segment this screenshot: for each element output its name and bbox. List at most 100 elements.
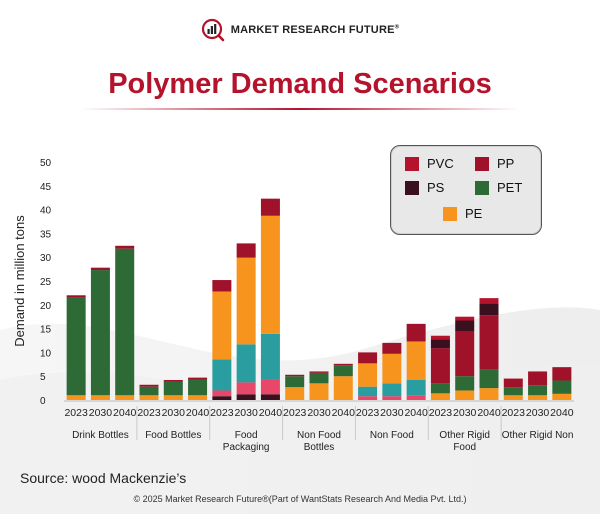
bar-segment-pet xyxy=(455,376,475,391)
bar-segment-pet xyxy=(66,297,86,396)
bar-segment-pp xyxy=(333,363,353,366)
bar-segment-pe xyxy=(285,387,305,400)
brand-header: MARKET RESEARCH FUTURE® xyxy=(0,18,600,47)
bar-segment-ps xyxy=(260,394,280,400)
bar-segment-pe xyxy=(406,341,426,381)
bar-segment-pink xyxy=(358,396,378,400)
x-category-label: Bottles xyxy=(304,442,335,453)
x-category-label: Food xyxy=(235,430,258,441)
bar-segment-pe xyxy=(90,395,110,400)
bar-segment-ps xyxy=(430,339,450,349)
x-tick-year: 2023 xyxy=(64,407,88,419)
x-tick-year: 2023 xyxy=(210,407,234,419)
bar-segment-teal xyxy=(382,383,402,397)
legend-item-pvc: PVC xyxy=(405,156,454,171)
x-category-label: Other Rigid Non xyxy=(502,430,574,441)
bar-segment-ps xyxy=(479,303,499,316)
bar-segment-teal xyxy=(212,359,232,391)
copyright-note: © 2025 Market Research Future®(Part of W… xyxy=(133,494,467,504)
legend-label-ps: PS xyxy=(427,180,445,195)
bar-segment-pe xyxy=(139,395,159,400)
bar-segment-pet xyxy=(309,372,329,384)
x-tick-year: 2030 xyxy=(453,407,477,419)
legend-swatch-pvc xyxy=(405,156,419,171)
legend-item-pe: PE xyxy=(443,206,482,221)
y-tick-label: 0 xyxy=(40,396,46,407)
y-tick-label: 40 xyxy=(40,206,52,217)
bar-segment-pet xyxy=(163,381,183,396)
x-tick-year: 2040 xyxy=(186,407,210,419)
brand-name: MARKET RESEARCH FUTURE® xyxy=(230,24,400,36)
bar-segment-pp xyxy=(163,380,183,382)
x-category-label: Non Food xyxy=(370,430,414,441)
bar-segment-pp xyxy=(260,198,280,216)
bar-segment-pet xyxy=(552,380,572,394)
legend-label-pe: PE xyxy=(465,206,483,221)
y-tick-label: 35 xyxy=(40,229,52,240)
bar-segment-pp xyxy=(66,295,86,298)
bar-segment-pe xyxy=(115,395,135,400)
bar-segment-pe xyxy=(455,390,475,400)
legend-swatch-ps xyxy=(405,180,419,195)
chart-legend: PVC PP PS PET PE xyxy=(390,145,542,235)
bar-segment-pe xyxy=(188,395,208,400)
brand-logo-icon xyxy=(201,18,225,42)
y-tick-label: 45 xyxy=(40,182,52,193)
bar-segment-pp xyxy=(382,342,402,354)
bar-segment-pe xyxy=(212,291,232,360)
bar-segment-pp xyxy=(188,377,208,380)
bar-segment-pe xyxy=(309,383,329,400)
bar-segment-pp xyxy=(528,371,548,386)
source-note: Source: wood Mackenzie’s xyxy=(20,470,187,486)
bar-segment-pet xyxy=(479,369,499,389)
x-tick-year: 2023 xyxy=(429,407,453,419)
bar-segment-ps xyxy=(236,394,256,400)
bar-segment-pp xyxy=(358,352,378,364)
y-tick-label: 50 xyxy=(40,158,52,169)
legend-swatch-pet xyxy=(475,180,489,195)
x-category-label: Non Food xyxy=(297,430,341,441)
x-tick-year: 2040 xyxy=(259,407,283,419)
bar-segment-pet xyxy=(285,376,305,388)
x-tick-year: 2040 xyxy=(404,407,428,419)
bar-segment-teal xyxy=(358,386,378,397)
bar-segment-pink xyxy=(212,390,232,397)
x-tick-year: 2023 xyxy=(356,407,380,419)
title-underline xyxy=(80,108,520,110)
bar-segment-pe xyxy=(528,395,548,400)
bar-segment-pet xyxy=(188,379,208,396)
brand-logo: MARKET RESEARCH FUTURE® xyxy=(201,18,400,42)
x-tick-year: 2030 xyxy=(526,407,550,419)
legend-label-pvc: PVC xyxy=(427,156,454,171)
x-category-label: Packaging xyxy=(223,442,270,453)
y-tick-label: 20 xyxy=(40,301,52,312)
y-tick-label: 5 xyxy=(40,372,46,383)
bar-segment-pet xyxy=(503,387,523,396)
legend-label-pet: PET xyxy=(497,180,523,195)
x-category-label: Food xyxy=(453,442,476,453)
bar-segment-teal xyxy=(236,344,256,383)
bar-segment-pet xyxy=(528,385,548,396)
bar-segment-pe xyxy=(382,353,402,384)
x-tick-year: 2030 xyxy=(234,407,258,419)
bar-segment-pp xyxy=(309,371,329,373)
bar-segment-pink xyxy=(236,382,256,395)
bar-segment-ps xyxy=(455,320,475,331)
legend-item-ps: PS xyxy=(405,180,444,195)
bar-segment-pe xyxy=(552,393,572,400)
bar-segment-pp xyxy=(503,378,523,388)
bar-segment-pet xyxy=(430,383,450,394)
bar-segment-pp xyxy=(552,367,572,381)
bar-segment-pe xyxy=(358,363,378,387)
legend-item-pet: PET xyxy=(475,180,522,195)
bar-segment-teal xyxy=(260,333,280,380)
legend-label-pp: PP xyxy=(497,156,515,171)
x-tick-year: 2023 xyxy=(502,407,526,419)
x-tick-year: 2023 xyxy=(137,407,161,419)
bar-segment-pink xyxy=(260,379,280,395)
y-tick-label: 30 xyxy=(40,253,52,264)
bar-segment-pet xyxy=(333,365,353,377)
bar-segment-teal xyxy=(406,380,426,396)
bar-segment-pe xyxy=(430,393,450,400)
bar-segment-pp xyxy=(479,315,499,370)
